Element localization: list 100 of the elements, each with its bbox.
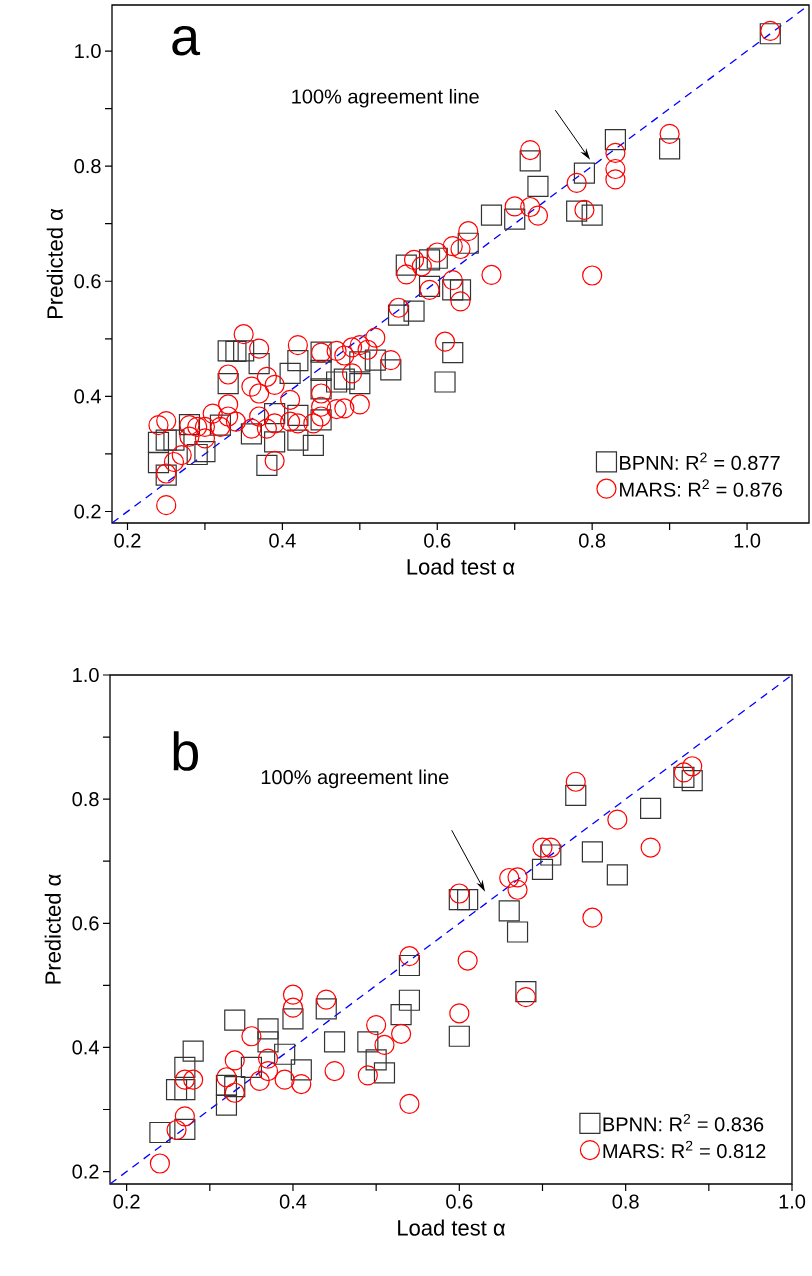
- point: [282, 1008, 304, 1030]
- point: [673, 762, 694, 783]
- point: [434, 371, 456, 393]
- point: [257, 1018, 279, 1040]
- point: [147, 431, 170, 454]
- x-tick-label: 1.0: [779, 1194, 806, 1209]
- x-tick-label: 0.6: [424, 533, 451, 548]
- point: [357, 1031, 379, 1053]
- point: [581, 841, 603, 863]
- point: [174, 1079, 196, 1101]
- point: [163, 429, 185, 451]
- point: [398, 954, 421, 977]
- point: [248, 352, 270, 375]
- legend-label: BPNN: R$^{2}$ = 0.877: [620, 452, 780, 471]
- point: [457, 889, 479, 911]
- x-tick-label: 0.6: [446, 1194, 473, 1209]
- point: [366, 1014, 387, 1036]
- point: [174, 1056, 196, 1078]
- x-axis-title: Load test α: [398, 1219, 506, 1236]
- point: [399, 1093, 420, 1115]
- point: [316, 989, 337, 1010]
- point: [640, 797, 662, 820]
- x-tick-label: 0.4: [269, 533, 296, 548]
- point: [282, 984, 304, 1005]
- x-tick-label: 0.8: [612, 1194, 639, 1209]
- point: [527, 175, 549, 197]
- point: [607, 809, 628, 830]
- point: [390, 1003, 412, 1026]
- point: [224, 1075, 246, 1098]
- point: [282, 997, 304, 1018]
- x-tick-label: 0.2: [114, 533, 141, 548]
- point: [264, 431, 286, 453]
- point: [224, 1009, 246, 1031]
- y-axis-title: Predicted α: [46, 208, 63, 319]
- annotation: 100% agreement line: [261, 769, 449, 789]
- point: [249, 1070, 270, 1092]
- point: [531, 858, 554, 880]
- y-tick-label: 0.4: [74, 389, 101, 404]
- point: [448, 889, 470, 911]
- point: [257, 1031, 279, 1053]
- point: [507, 867, 528, 888]
- point: [174, 1118, 196, 1140]
- point: [315, 998, 337, 1020]
- point: [506, 921, 529, 943]
- point: [257, 1048, 279, 1069]
- point: [682, 756, 703, 777]
- point: [449, 1003, 470, 1024]
- point: [442, 342, 464, 364]
- x-tick-label: 0.2: [113, 1194, 140, 1209]
- annotation: 100% agreement line: [292, 88, 479, 108]
- point: [224, 1082, 245, 1103]
- point: [287, 429, 309, 451]
- point: [418, 275, 441, 298]
- point: [515, 987, 536, 1008]
- point: [399, 946, 420, 967]
- y-tick-label: 1.0: [75, 43, 101, 59]
- point: [279, 362, 301, 384]
- point: [532, 837, 553, 858]
- point: [540, 837, 561, 858]
- point: [449, 883, 470, 904]
- point: [565, 784, 587, 807]
- point: [499, 867, 520, 889]
- y-tick-label: 0.8: [72, 792, 99, 807]
- legend-label: MARS: R$^{2}$ = 0.876: [620, 479, 783, 497]
- point: [515, 980, 537, 1003]
- point: [302, 434, 324, 456]
- point: [182, 1040, 204, 1062]
- x-tick-label: 0.8: [579, 533, 606, 548]
- point: [659, 138, 681, 160]
- legend-label: BPNN: R$^{2}$ = 0.836: [603, 1113, 764, 1132]
- point: [224, 1050, 245, 1071]
- y-tick-label: 0.2: [74, 504, 101, 519]
- point: [149, 1153, 170, 1174]
- y-tick-label: 0.2: [72, 1164, 99, 1179]
- point: [349, 351, 371, 373]
- x-axis-title: Load test α: [407, 558, 515, 575]
- y-tick-label: 0.4: [72, 1040, 99, 1055]
- point: [274, 1043, 296, 1065]
- point: [357, 1065, 378, 1086]
- point: [166, 1119, 187, 1141]
- point: [498, 900, 520, 922]
- point: [640, 837, 661, 858]
- point: [582, 907, 603, 928]
- point: [325, 371, 348, 393]
- point: [233, 340, 255, 362]
- point: [274, 1069, 295, 1090]
- point: [373, 1062, 396, 1084]
- point: [507, 879, 528, 900]
- point: [398, 989, 421, 1011]
- point: [323, 1031, 346, 1053]
- y-tick-label: 1.0: [73, 667, 99, 683]
- point: [290, 1059, 312, 1081]
- x-tick-label: 1.0: [734, 533, 761, 548]
- point: [310, 359, 332, 382]
- y-tick-label: 0.6: [72, 916, 99, 931]
- point: [448, 1025, 470, 1047]
- point: [216, 1067, 237, 1088]
- annotation: b: [173, 731, 198, 771]
- point: [225, 340, 247, 363]
- point: [673, 766, 695, 789]
